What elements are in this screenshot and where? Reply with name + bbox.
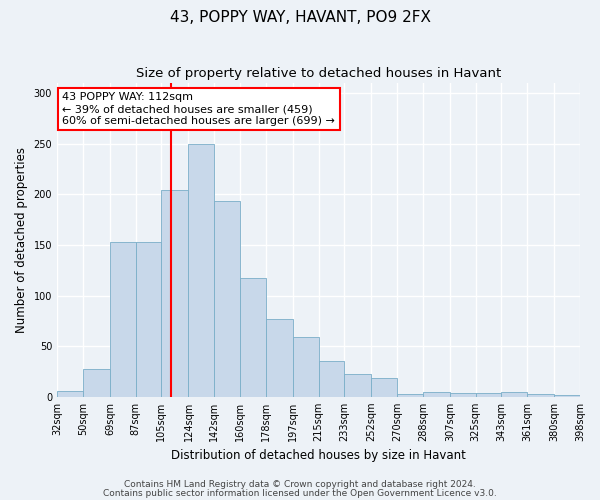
- Text: Contains public sector information licensed under the Open Government Licence v3: Contains public sector information licen…: [103, 488, 497, 498]
- Bar: [423, 392, 450, 397]
- Bar: [266, 319, 293, 397]
- Bar: [344, 374, 371, 397]
- Bar: [214, 202, 240, 397]
- X-axis label: Distribution of detached houses by size in Havant: Distribution of detached houses by size …: [171, 450, 466, 462]
- Bar: [293, 337, 319, 397]
- Bar: [110, 242, 136, 397]
- Bar: [188, 144, 214, 397]
- Bar: [57, 390, 83, 397]
- Bar: [136, 242, 161, 397]
- Text: 43, POPPY WAY, HAVANT, PO9 2FX: 43, POPPY WAY, HAVANT, PO9 2FX: [170, 10, 431, 25]
- Bar: [83, 370, 110, 397]
- Bar: [319, 362, 344, 397]
- Title: Size of property relative to detached houses in Havant: Size of property relative to detached ho…: [136, 68, 501, 80]
- Text: 43 POPPY WAY: 112sqm
← 39% of detached houses are smaller (459)
60% of semi-deta: 43 POPPY WAY: 112sqm ← 39% of detached h…: [62, 92, 335, 126]
- Bar: [502, 392, 527, 397]
- Bar: [450, 393, 476, 397]
- Text: Contains HM Land Registry data © Crown copyright and database right 2024.: Contains HM Land Registry data © Crown c…: [124, 480, 476, 489]
- Bar: [371, 378, 397, 397]
- Bar: [397, 394, 423, 397]
- Bar: [240, 278, 266, 397]
- Bar: [476, 393, 502, 397]
- Bar: [527, 394, 554, 397]
- Bar: [554, 395, 580, 397]
- Y-axis label: Number of detached properties: Number of detached properties: [15, 147, 28, 333]
- Bar: [161, 190, 188, 397]
